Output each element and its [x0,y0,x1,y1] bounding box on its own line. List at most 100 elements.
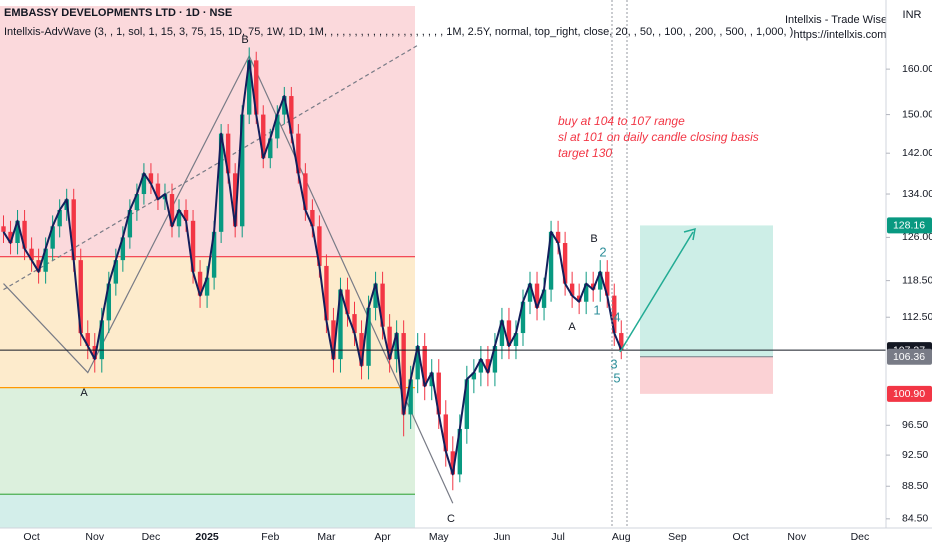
candle-body [141,173,147,195]
candle-body [422,345,427,387]
annotation: buy at 104 to 107 range [558,114,685,128]
candle-body [338,289,343,360]
y-tick-label: 88.50 [902,480,928,492]
candle-body [485,359,491,373]
candle-body [387,326,392,360]
candle-body [513,333,519,346]
y-tick-label: 134.00 [902,188,932,200]
candle-body [289,96,294,134]
price-label: 106.36 [893,351,925,363]
candle-body [282,96,287,115]
candle-body [106,283,112,321]
price-label-bg [887,217,932,234]
x-tick-label: Jul [551,531,564,543]
indicator-legend: Intellxis-AdvWave (3, , 1, sol, 1, 15, 3… [4,26,793,38]
price-label: 100.90 [893,388,925,400]
candle-body [85,333,90,346]
candle-body [534,283,540,308]
candle-body [254,60,259,115]
candle-body [296,133,301,174]
candle-body [598,271,603,290]
candle-body [590,283,596,290]
candle-body [29,248,34,261]
loss-zone [640,356,773,394]
x-tick-label: Nov [85,531,104,543]
y-tick-label: 150.00 [902,108,932,120]
candle-body [303,173,308,210]
price-label-bg [887,385,932,402]
wave-label: A [568,321,576,333]
candle-body [92,345,97,360]
candle-body [576,295,582,302]
wave-label: A [80,387,88,399]
candle-body [36,260,41,272]
y-tick-label: 92.50 [902,449,928,461]
y-tick-label: 118.50 [902,274,932,286]
x-tick-label: Aug [612,531,631,543]
candle-body [1,226,6,232]
candle-body [225,133,231,174]
candle-body [471,372,477,380]
x-tick-label: Sep [668,531,687,543]
candle-body [331,320,336,360]
candle-body [415,345,420,380]
candle-body [366,307,371,366]
annotation: sl at 101 on daily candle closing basis [558,130,759,144]
x-tick-label: Dec [142,531,161,543]
candle-body [408,379,413,415]
candle-body [520,301,526,334]
candle-body [218,133,224,232]
candle-body [211,231,217,278]
arrow-line [619,231,694,353]
currency: INR [903,9,922,21]
candle-body [120,237,126,261]
candle-body [562,243,568,284]
x-tick-label: Mar [317,531,336,543]
candle-body [373,283,378,308]
watermark: Intellxis - Trade Wisely [785,14,896,26]
candle-body [464,379,470,429]
candle-body [506,320,512,346]
candle-body [8,231,13,244]
candle-body [71,199,76,261]
wave-label: 2 [599,244,606,259]
wave-label: 4 [613,309,620,324]
candle-body [324,265,329,321]
x-tick-label: Oct [732,531,748,543]
background-layer [0,6,773,528]
candle-body [99,320,104,360]
candle-body [345,289,350,315]
candle-body [527,283,533,302]
candle-body [204,277,210,296]
candle-body [169,194,175,227]
candle-body [555,231,561,244]
candle-body [457,428,463,475]
candle-body [247,60,252,115]
x-tick-label: Oct [23,531,39,543]
candle-body [394,333,399,360]
fib-zone [0,494,415,528]
x-tick-label: Feb [261,531,279,543]
candle-body [197,271,203,296]
candle-body [492,345,498,373]
chart-title: EMBASSY DEVELOPMENTS LTD · 1D · NSE [4,7,232,19]
candle-body [50,226,55,249]
candle-body [43,248,48,272]
price-axis-bg [886,0,932,550]
arrow-head [683,227,696,241]
candle-body [541,289,547,308]
x-tick-label: Apr [374,531,391,543]
annotation: target 130 [558,146,612,160]
candle-body [612,295,617,334]
candle-body [127,209,133,238]
wave-label: B [590,233,597,245]
wave-label: B [241,34,248,46]
candle-body [443,414,448,452]
candle-body [380,283,385,327]
x-tick-label: Jun [493,531,510,543]
plot-layer [0,44,886,504]
candle-body [113,260,119,284]
candle-body [583,283,589,302]
